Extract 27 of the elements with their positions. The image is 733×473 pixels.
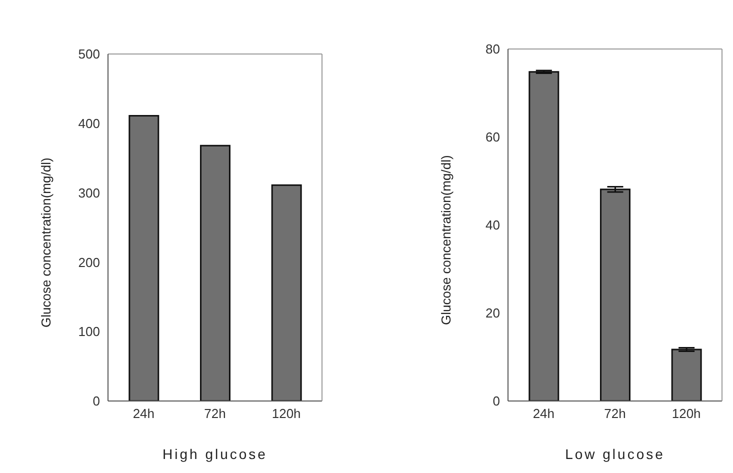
y-tick-label: 60 [486,130,500,145]
bar [671,348,702,401]
y-tick-label: 200 [78,254,100,270]
bar [128,115,160,401]
y-tick-label: 500 [78,46,100,62]
x-tick-label: 120h [672,406,701,422]
bar [600,188,630,401]
y-tick-label: 0 [92,394,100,409]
bar [271,184,302,401]
y-tick-label: 80 [486,42,500,57]
x-axis-title: Low glucose [565,446,665,462]
x-tick-label: 24h [532,406,555,422]
x-tick-label: 72h [204,406,226,422]
bar [528,71,560,401]
y-axis-title: Glucose concentration(mg/dl) [38,158,54,328]
y-tick-label: 40 [486,218,500,233]
y-tick-label: 300 [78,185,100,200]
y-tick-label: 100 [78,324,100,340]
y-axis-title: Glucose concentration(mg/dl) [438,155,454,325]
x-axis-title: High glucose [162,446,268,462]
x-tick-label: 24h [132,406,155,422]
y-tick-label: 20 [486,306,500,321]
bar [200,144,230,401]
y-tick-label: 0 [492,394,500,409]
y-tick-label: 400 [78,116,100,132]
x-tick-label: 72h [604,406,626,422]
x-tick-label: 120h [272,406,301,422]
